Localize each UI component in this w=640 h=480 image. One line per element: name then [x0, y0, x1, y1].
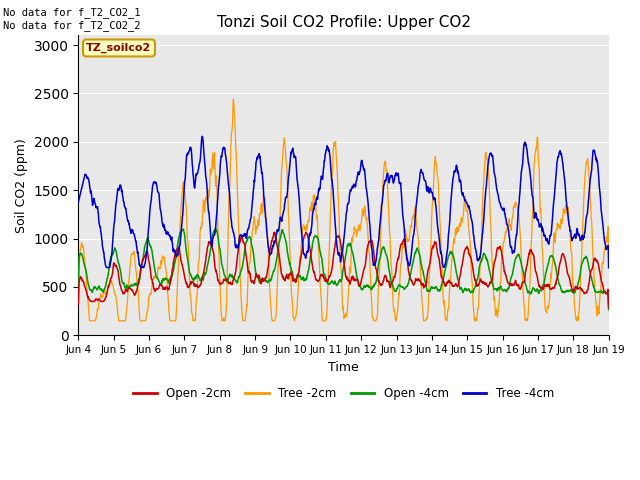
Text: No data for f_T2_CO2_1
No data for f_T2_CO2_2: No data for f_T2_CO2_1 No data for f_T2_…	[3, 7, 141, 31]
X-axis label: Time: Time	[328, 360, 359, 373]
Y-axis label: Soil CO2 (ppm): Soil CO2 (ppm)	[15, 138, 28, 233]
Legend: Open -2cm, Tree -2cm, Open -4cm, Tree -4cm: Open -2cm, Tree -2cm, Open -4cm, Tree -4…	[128, 382, 559, 404]
Text: TZ_soilco2: TZ_soilco2	[86, 43, 152, 53]
Title: Tonzi Soil CO2 Profile: Upper CO2: Tonzi Soil CO2 Profile: Upper CO2	[216, 15, 470, 30]
